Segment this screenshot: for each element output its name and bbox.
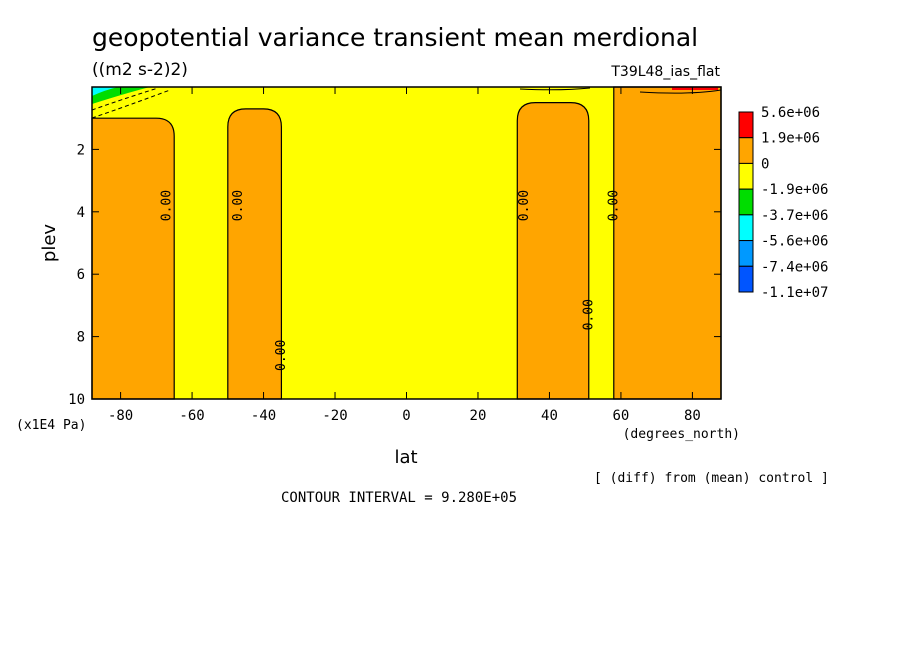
colorbar-label-7: -1.1e+07 (761, 285, 828, 301)
colorbar-label-5: -5.6e+06 (761, 234, 828, 250)
x-tick-label-2: -40 (251, 408, 276, 424)
x-tick-label-5: 20 (470, 408, 487, 424)
colorbar-swatch-5 (738, 240, 754, 267)
contour-label-5: 0.00 (581, 299, 596, 330)
x-tick-label-7: 60 (613, 408, 630, 424)
x-axis: -80 -60 -40 -20 0 20 40 60 80 (108, 87, 701, 424)
top-red-patch (672, 87, 718, 90)
y-tick-label-3: 8 (77, 330, 85, 346)
chart-units: ((m2 s-2)2) (92, 60, 188, 80)
x-axis-units: (degrees_north) (623, 427, 740, 442)
contour-label-1: 0.00 (160, 190, 175, 221)
colorbar-label-1: 1.9e+06 (761, 131, 820, 147)
orange-region-2 (227, 108, 283, 400)
colorbar-label-6: -7.4e+06 (761, 259, 828, 275)
top-contour-far-right (639, 89, 722, 94)
x-tick-label-8: 80 (684, 408, 701, 424)
diff-note: [ (diff) from (mean) control ] (594, 471, 829, 486)
x-tick-label-4: 0 (402, 408, 410, 424)
colorbar-label-3: -1.9e+06 (761, 182, 828, 198)
x-axis-label: lat (394, 447, 417, 468)
colorbar-swatch-1 (738, 137, 754, 164)
negative-blob-inner (92, 87, 118, 96)
run-label: T39L48_ias_flat (610, 64, 720, 80)
contour-interval: CONTOUR INTERVAL = 9.280E+05 (281, 490, 517, 506)
plot-area: 0.00 0.00 0.00 0.00 0.00 0.00 (91, 86, 722, 400)
y-tick-label-2: 6 (77, 267, 85, 283)
x-tick-label-6: 40 (541, 408, 558, 424)
y-axis-label: plev (39, 224, 60, 263)
colorbar-swatch-2 (738, 162, 754, 190)
y-tick-label-0: 2 (77, 142, 85, 158)
contour-label-6: 0.00 (606, 190, 621, 221)
contour-label-2: 0.00 (231, 190, 246, 221)
orange-regions (91, 86, 722, 400)
y-axis-units: (x1E4 Pa) (16, 418, 86, 433)
colorbar-swatch-4 (738, 214, 754, 242)
x-tick-label-1: -60 (179, 408, 204, 424)
contour-label-3: 0.00 (274, 340, 289, 371)
negative-blob (92, 87, 150, 104)
colorbar-label-4: -3.7e+06 (761, 208, 828, 224)
dashed-contour-2 (91, 89, 171, 119)
contour-label-4: 0.00 (517, 190, 532, 221)
orange-region-3 (516, 102, 590, 400)
chart-title: geopotential variance transient mean mer… (92, 23, 698, 52)
colorbar-swatch-6 (738, 265, 754, 293)
colorbar-swatch-3 (738, 188, 754, 216)
y-tick-label-1: 4 (77, 205, 85, 221)
orange-region-1 (91, 117, 175, 400)
x-tick-label-3: -20 (322, 408, 347, 424)
colorbar-label-2: 0 (761, 156, 769, 172)
colorbar: 5.6e+06 1.9e+06 0 -1.9e+06 -3.7e+06 -5.6e+06 -… (738, 105, 828, 301)
colorbar-label-0: 5.6e+06 (761, 105, 820, 121)
y-axis: 2 4 6 8 10 (68, 142, 721, 408)
colorbar-swatch-0 (738, 111, 754, 139)
orange-region-4 (613, 86, 722, 400)
y-tick-label-4: 10 (68, 392, 85, 408)
x-tick-label-0: -80 (108, 408, 133, 424)
top-contour-right (519, 87, 591, 91)
contour-labels: 0.00 0.00 0.00 0.00 0.00 0.00 (160, 190, 622, 371)
